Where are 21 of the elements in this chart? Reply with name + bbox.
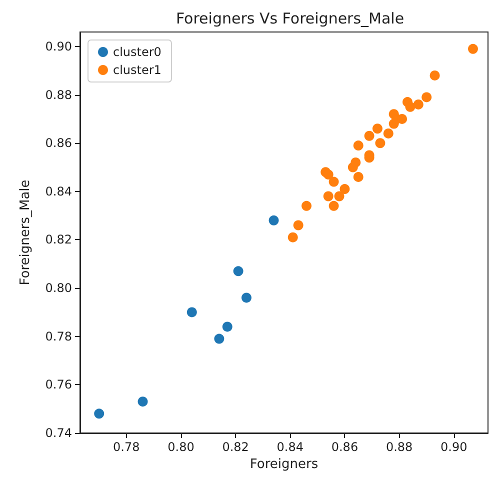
x-axis-title: Foreigners <box>250 456 318 472</box>
x-tick-label: 0.88 <box>386 440 413 454</box>
y-tick-label: 0.88 <box>45 88 72 102</box>
x-tick-label: 0.78 <box>113 440 140 454</box>
x-tick-label: 0.84 <box>276 440 304 454</box>
y-tick-label: 0.86 <box>45 136 72 150</box>
y-tick-label: 0.84 <box>45 184 72 198</box>
legend-label: cluster0 <box>113 45 162 59</box>
y-axis-title: Foreigners_Male <box>18 180 33 286</box>
x-tick-label: 0.86 <box>331 440 358 454</box>
y-tick-label: 0.80 <box>45 281 72 296</box>
legend-label: cluster1 <box>113 63 162 77</box>
y-tick-label: 0.76 <box>45 378 72 392</box>
y-tick-label: 0.74 <box>45 426 72 440</box>
x-tick-label: 0.80 <box>168 440 194 454</box>
chart-title: Foreigners Vs Foreigners_Male <box>176 10 404 28</box>
y-tick-label: 0.78 <box>45 329 72 344</box>
x-tick-label: 0.90 <box>440 440 468 454</box>
y-tick-label: 0.90 <box>45 39 72 54</box>
x-tick-label: 0.82 <box>222 440 249 454</box>
y-tick-label: 0.82 <box>45 232 72 247</box>
